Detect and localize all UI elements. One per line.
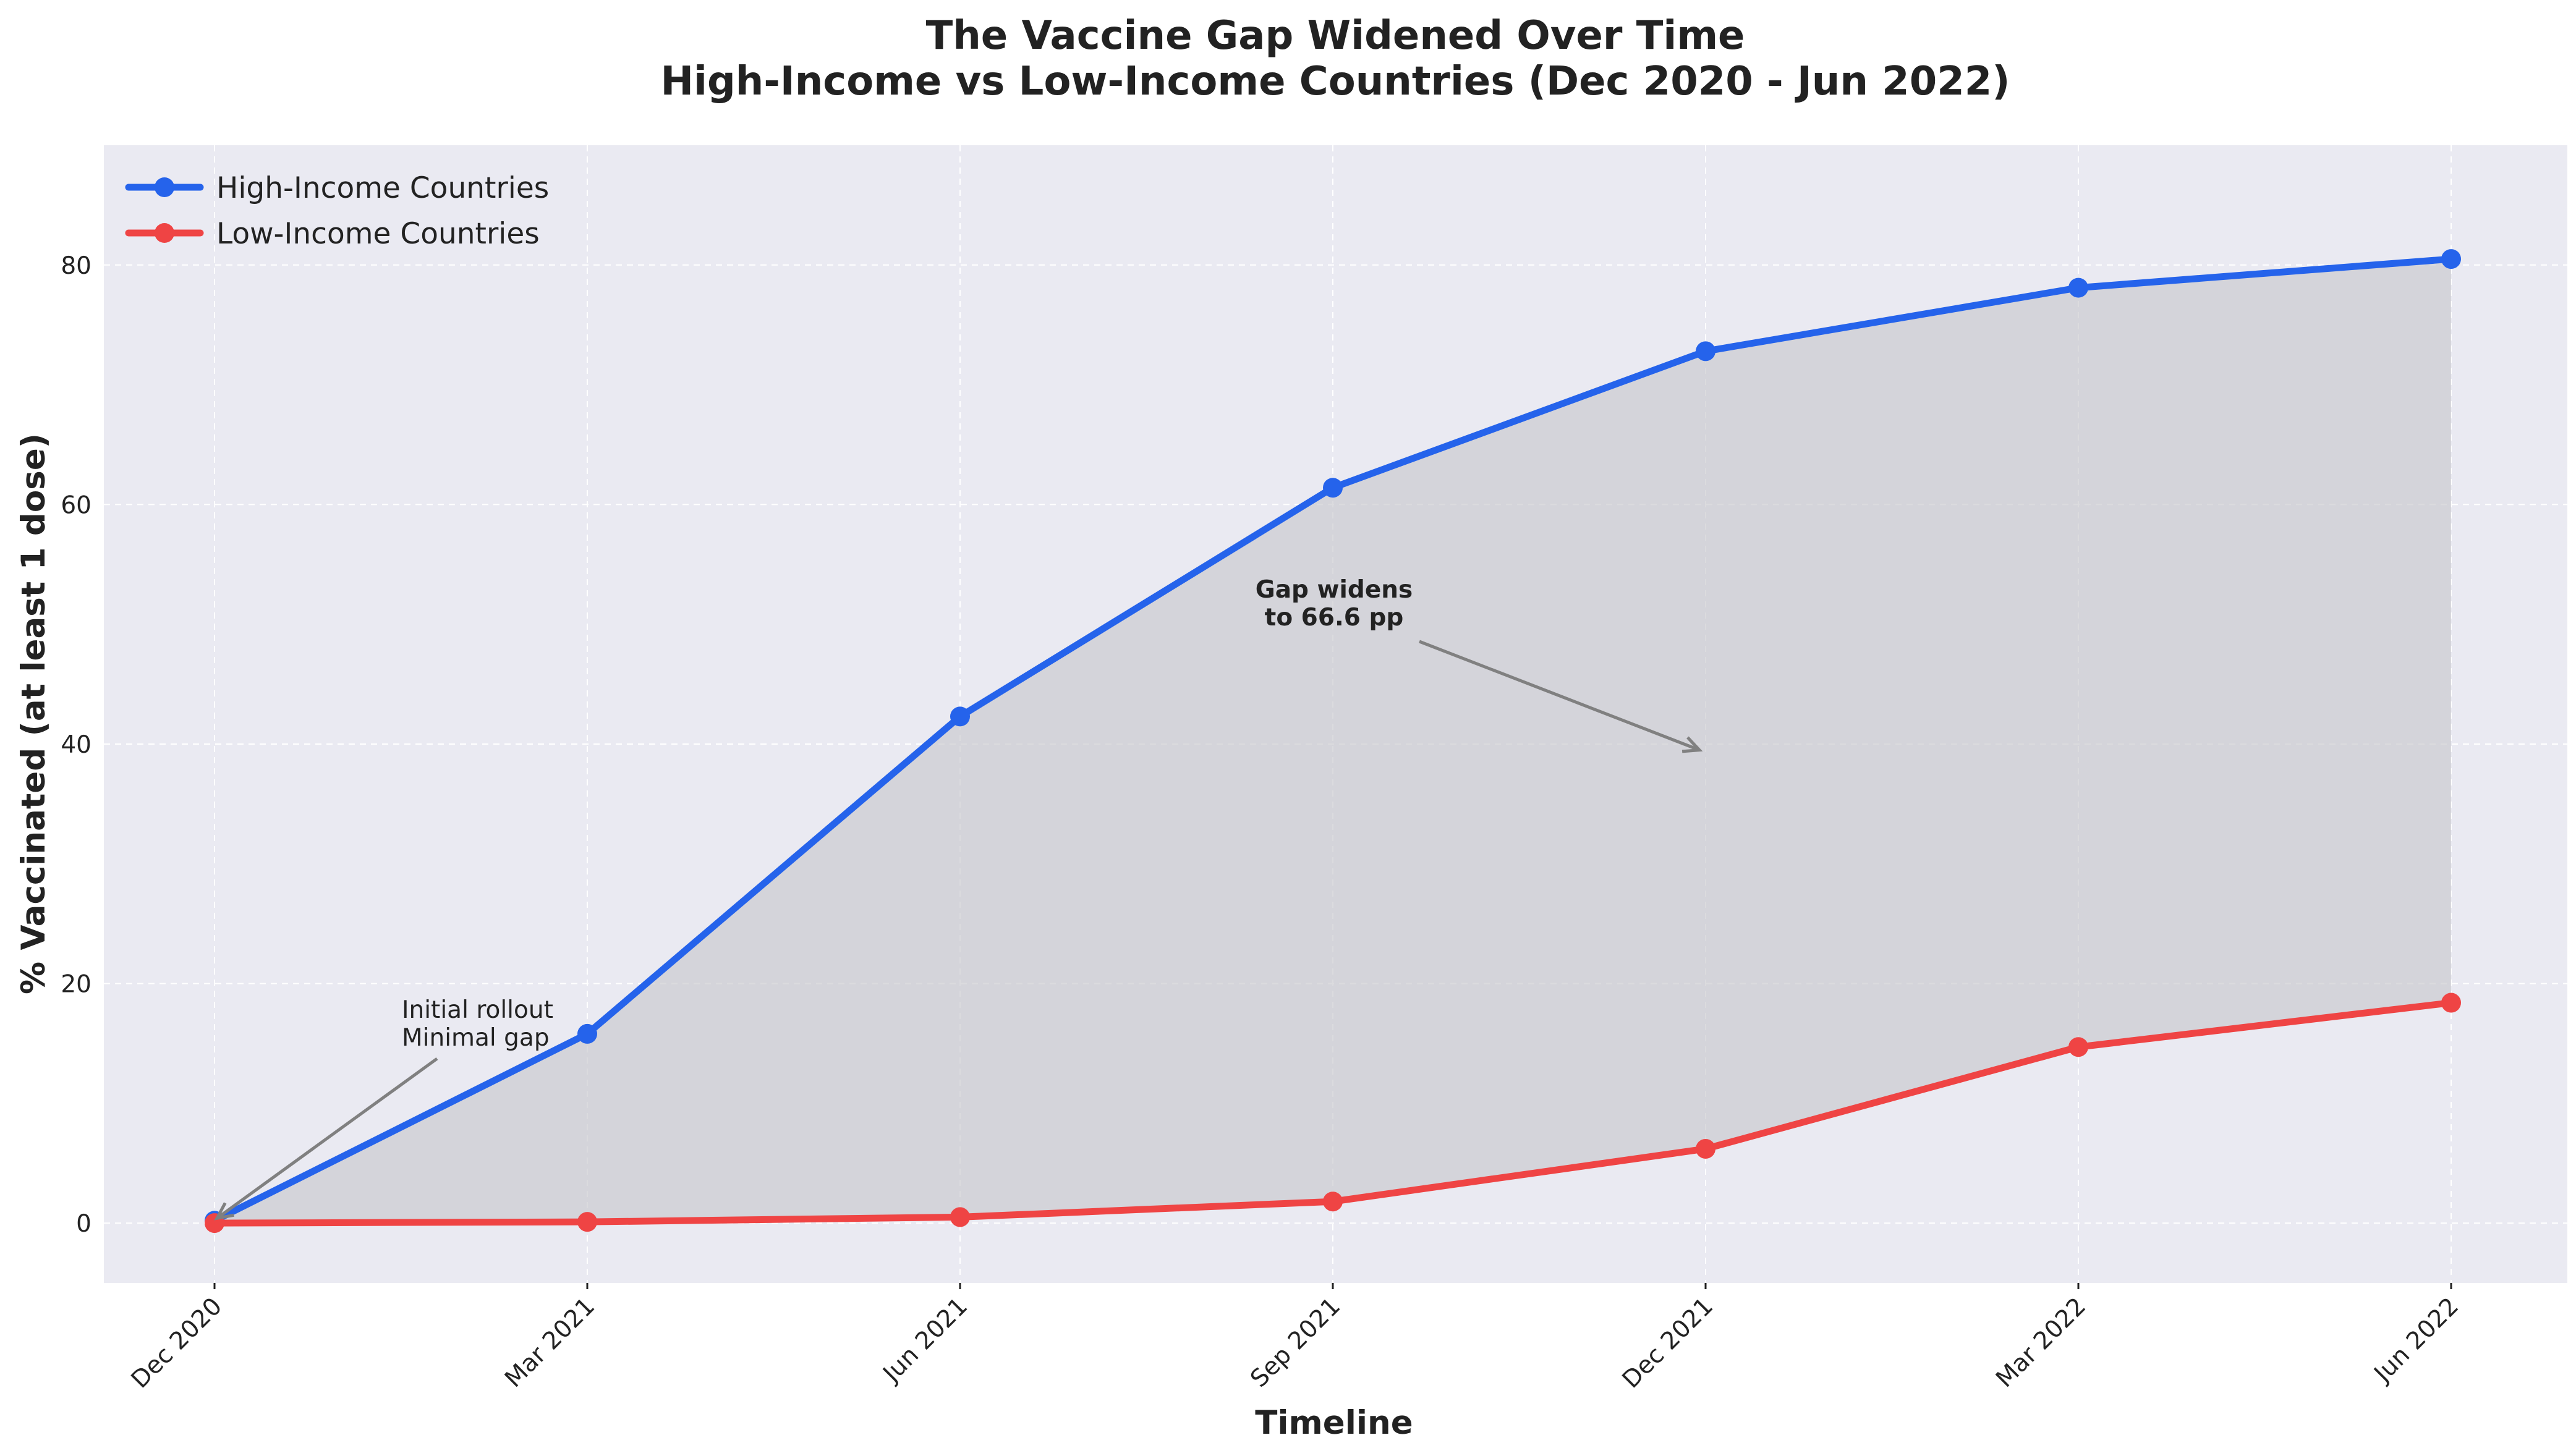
annotation-arrowhead	[1681, 736, 1703, 753]
data-point	[1696, 341, 1715, 362]
x-tick-label: Dec 2020	[126, 1292, 227, 1394]
x-tick-label: Jun 2022	[2368, 1292, 2464, 1389]
annotation-rollout-line: Minimal gap	[402, 1024, 550, 1052]
data-point	[2068, 1037, 2088, 1057]
x-tick-label: Dec 2021	[1617, 1292, 1719, 1394]
legend-swatch-marker	[155, 223, 174, 243]
legend-label: Low-Income Countries	[216, 217, 540, 251]
x-tick-label: Mar 2021	[499, 1292, 600, 1393]
annotation-gap-line: Gap widens	[1256, 576, 1413, 604]
data-point	[1323, 1191, 1343, 1212]
x-tick-label: Jun 2021	[877, 1292, 973, 1389]
x-tick-label: Sep 2021	[1245, 1292, 1346, 1393]
x-axis-label: Timeline	[1255, 1404, 1413, 1442]
data-point	[2441, 249, 2461, 269]
annotation-arrowhead	[214, 1202, 235, 1221]
data-point	[1696, 1138, 1715, 1159]
chart-title: The Vaccine Gap Widened Over Time	[926, 13, 1745, 59]
series-low-income	[205, 993, 2461, 1234]
y-axis-label: % Vaccinated (at least 1 dose)	[15, 433, 53, 994]
data-point	[1323, 478, 1343, 498]
series-high-income	[205, 249, 2461, 1231]
y-tick-label: 0	[76, 1210, 91, 1238]
annotation-gap-line: to 66.6 pp	[1265, 604, 1404, 632]
legend-label: High-Income Countries	[216, 171, 549, 205]
data-point	[2068, 277, 2088, 298]
data-point	[950, 706, 970, 727]
data-point	[577, 1023, 597, 1044]
series-layer	[205, 249, 2461, 1234]
x-tick-label: Mar 2022	[1991, 1292, 2091, 1393]
y-tick-label: 60	[61, 491, 91, 519]
legend-swatch-marker	[155, 177, 174, 197]
legend-item-high-income: High-Income Countries	[125, 171, 549, 205]
data-point	[2441, 993, 2461, 1013]
y-tick-label: 40	[61, 731, 91, 759]
y-axis-ticks: 0 20 40 60 80	[61, 252, 91, 1238]
gap-area	[215, 259, 2451, 1224]
y-tick-label: 20	[61, 971, 91, 999]
data-point	[950, 1207, 970, 1227]
legend-item-low-income: Low-Income Countries	[125, 217, 540, 251]
annotation-rollout-line: Initial rollout	[402, 996, 553, 1024]
chart-subtitle: High-Income vs Low-Income Countries (Dec…	[660, 59, 2010, 104]
x-axis-ticks: Dec 2020 Mar 2021 Jun 2021 Sep 2021 Dec 2021…	[126, 1283, 2464, 1394]
legend: High-Income Countries Low-Income Countrie…	[125, 171, 549, 251]
annotation-arrow	[1419, 640, 1700, 751]
annotation-arrow	[216, 1057, 438, 1220]
y-tick-label: 80	[61, 252, 91, 280]
data-point	[577, 1212, 597, 1232]
